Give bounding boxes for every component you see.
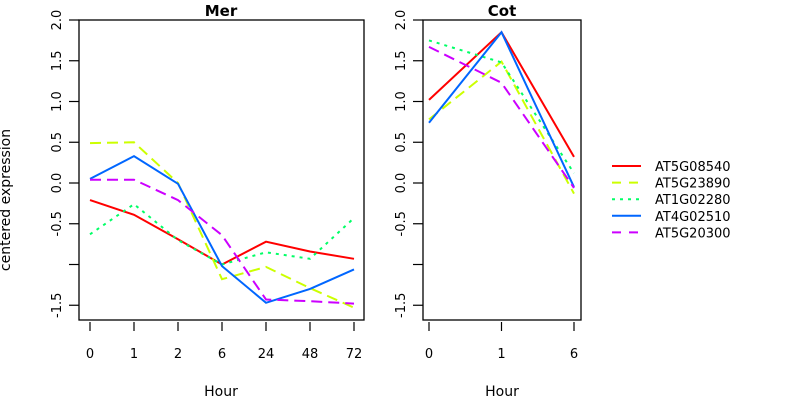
- series-line-at5g23890: [428, 60, 575, 195]
- legend-label: AT5G08540: [655, 160, 731, 175]
- series-line-at5g23890: [89, 141, 355, 309]
- y-tick-label: 1.5: [394, 50, 409, 71]
- legend-item: AT5G08540: [612, 160, 731, 175]
- series-line-at4g02510: [89, 154, 355, 304]
- legend-item: AT1G02280: [612, 193, 731, 208]
- y-tick-label: 1.0: [394, 91, 409, 112]
- y-tick-label: 0.5: [50, 132, 65, 153]
- panel-title-mer: Mer: [205, 2, 238, 20]
- x-tick-label: 0: [425, 347, 433, 362]
- x-tick-label: 1: [497, 347, 505, 362]
- legend-item: AT4G02510: [612, 210, 731, 225]
- plot-frame: [78, 19, 365, 321]
- y-tick-label: -0.5: [394, 211, 409, 236]
- series-line-at5g20300: [90, 178, 355, 305]
- y-axis-title: centered expression: [0, 129, 14, 271]
- legend-label: AT1G02280: [655, 193, 731, 208]
- panel-title-cot: Cot: [488, 2, 516, 20]
- y-tick-label: 1.0: [50, 91, 65, 112]
- panel-mer: Mer Hour 2.0 1.5 1.0 0.5 0.0 -0.5 -1.5 0 1 2 6 24 48…: [50, 2, 365, 400]
- x-tick-label: 72: [346, 347, 363, 362]
- legend-item: AT5G20300: [612, 226, 731, 241]
- x-tick-label: 24: [258, 347, 275, 362]
- y-tick-label: 2.0: [50, 10, 65, 31]
- y-tick-label: 2.0: [394, 10, 409, 31]
- x-tick-label: 6: [218, 347, 226, 362]
- x-tick-label: 0: [86, 347, 94, 362]
- panel-cot: Cot Hour 2.0 1.5 1.0 0.5 0.0 -0.5 -1.5 0 1 6: [394, 2, 582, 400]
- y-tick-label: 0.0: [50, 173, 65, 194]
- x-tick-label: 6: [570, 347, 578, 362]
- y-tick-label: 1.5: [50, 50, 65, 71]
- series-line-at5g20300: [428, 46, 575, 189]
- x-tick-label: 1: [130, 347, 138, 362]
- legend-label: AT5G20300: [655, 226, 731, 241]
- plot-frame: [422, 19, 582, 321]
- series-line-at1g02280: [428, 39, 575, 174]
- x-tick-label: 2: [174, 347, 182, 362]
- legend-label: AT5G23890: [655, 177, 731, 192]
- y-tick-label: 0.5: [394, 132, 409, 153]
- legend-item: AT5G23890: [612, 177, 731, 192]
- y-tick-label: -0.5: [50, 211, 65, 236]
- legend-label: AT4G02510: [655, 210, 731, 225]
- x-axis-title-cot: Hour: [485, 384, 519, 400]
- y-tick-label: -1.5: [50, 293, 65, 318]
- x-tick-label: 48: [302, 347, 319, 362]
- y-tick-label: -1.5: [394, 293, 409, 318]
- series-line-at4g02510: [428, 30, 575, 188]
- x-axis-title-mer: Hour: [204, 384, 238, 400]
- y-tick-label: 0.0: [394, 173, 409, 194]
